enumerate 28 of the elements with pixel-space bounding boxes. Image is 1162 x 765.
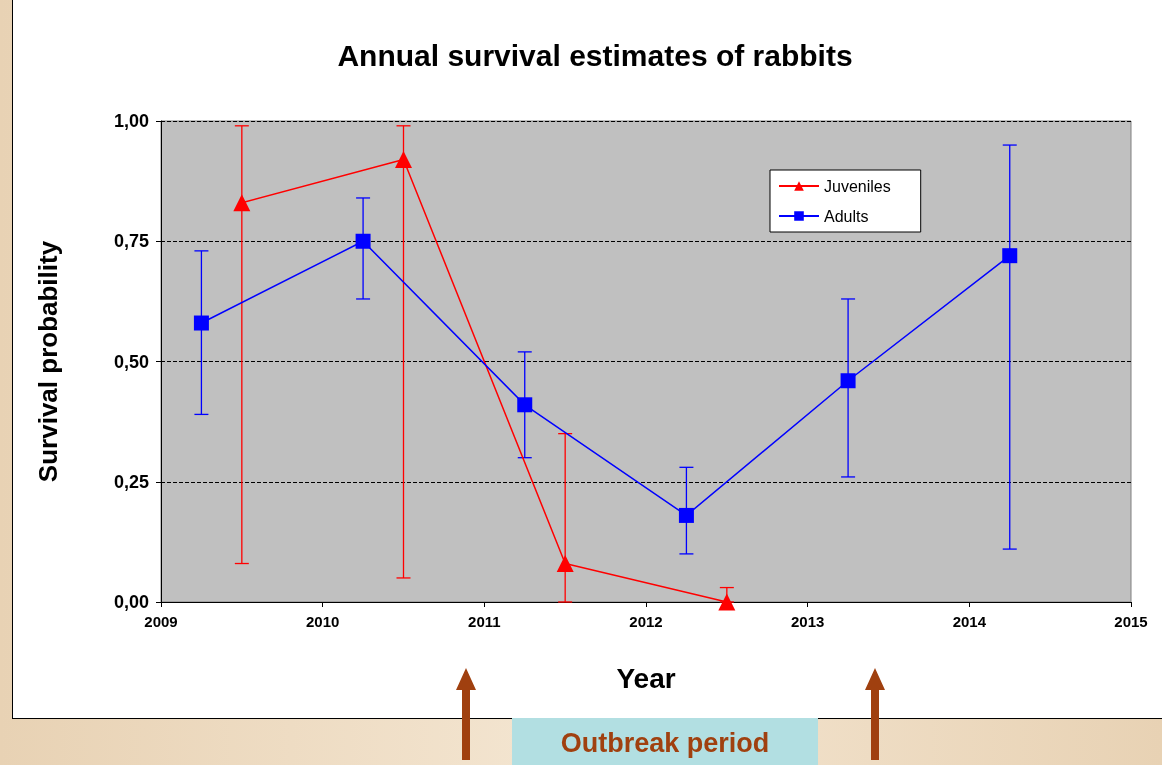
point <box>355 233 371 249</box>
y-tick-label: 0,50 <box>113 351 149 372</box>
x-tick-label: 2014 <box>952 613 987 630</box>
x-tick-label: 2010 <box>305 613 340 630</box>
y-tick-label: 0,75 <box>113 231 149 252</box>
x-tick-label: 2009 <box>144 613 178 630</box>
point <box>395 150 412 168</box>
y-axis-title: Survival probability <box>33 240 63 483</box>
point <box>678 507 694 523</box>
point <box>233 194 251 212</box>
chart-title: Annual survival estimates of rabbits <box>337 38 853 72</box>
legend-label: Adults <box>824 207 869 225</box>
point <box>556 555 574 573</box>
point <box>718 593 736 611</box>
point <box>1002 248 1018 264</box>
point <box>840 373 856 389</box>
x-tick-label: 2015 <box>1114 613 1148 630</box>
text: Outbreak period <box>512 718 818 765</box>
y-tick-label: 0,00 <box>113 592 149 612</box>
y-tick-label: 1,00 <box>113 111 149 131</box>
x-axis-title: Year <box>616 662 676 694</box>
point <box>193 315 209 331</box>
point <box>517 397 533 413</box>
x-tick-label: 2012 <box>629 613 663 630</box>
legend-label: Juveniles <box>824 177 891 195</box>
x-tick-label: 2011 <box>468 613 501 630</box>
y-tick-label: 0,25 <box>113 471 149 492</box>
x-tick-label: 2013 <box>790 613 825 630</box>
